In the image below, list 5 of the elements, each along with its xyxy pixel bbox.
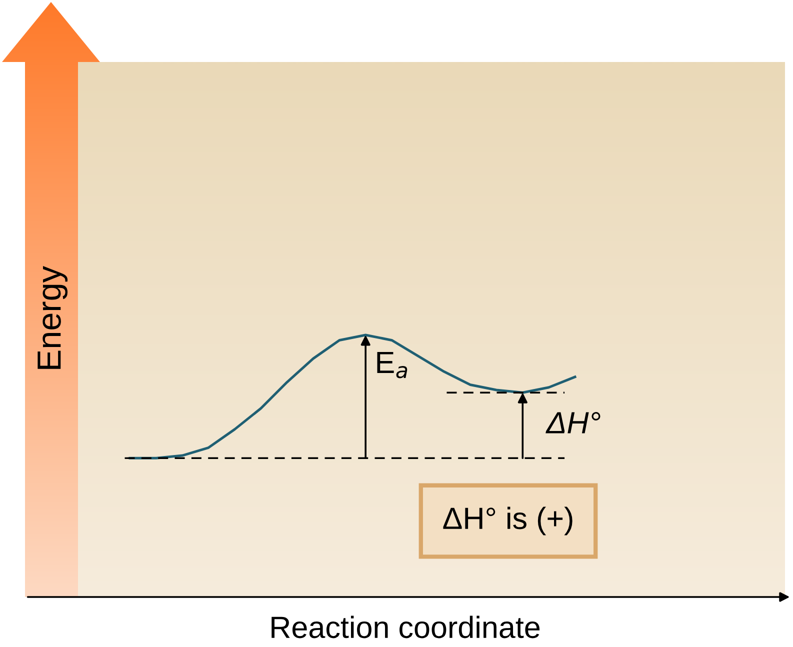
- annotation: ΔH° is (+): [443, 506, 572, 536]
- annotation: ΔH°: [546, 412, 600, 434]
- x-axis-title: Reaction coordinate: [272, 616, 540, 638]
- y-axis-title: Energy: [38, 266, 68, 369]
- annotation: E$_{a}$: [377, 352, 408, 378]
